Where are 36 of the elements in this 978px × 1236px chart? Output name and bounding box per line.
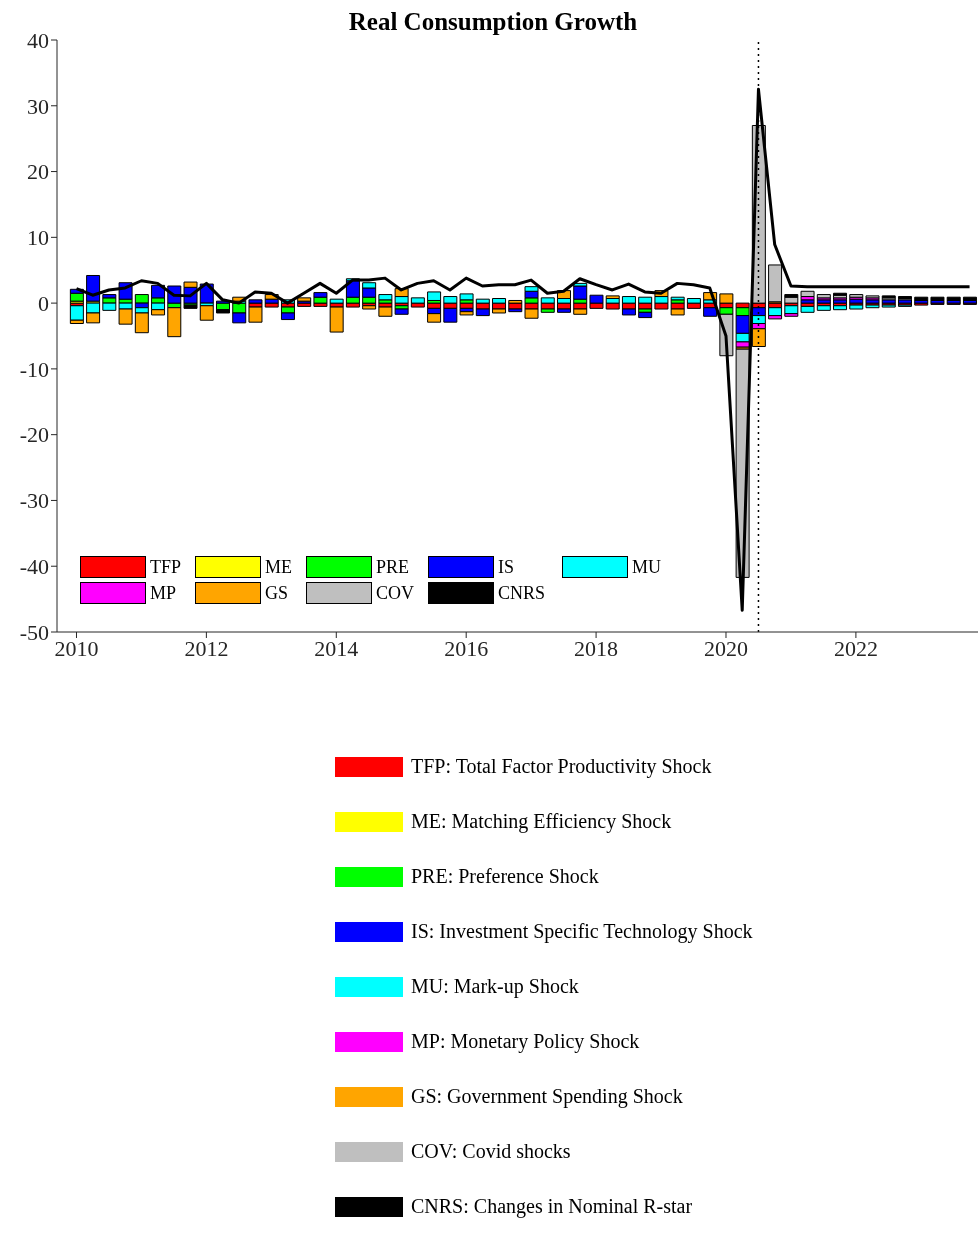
legend-label: ME: [265, 556, 292, 578]
x-tick-label: 2014: [314, 635, 359, 661]
text: PRE: Preference Shock: [411, 865, 599, 888]
legend-label: TFP: [150, 556, 182, 578]
y-tick-label: 10: [27, 225, 49, 251]
text: GS: Government Spending Shock: [411, 1085, 683, 1108]
x-tick-label: 2010: [54, 635, 99, 661]
x-tick-label: 2016: [444, 635, 489, 661]
legend-label: GS: [265, 582, 289, 604]
legend-label: MU: [632, 556, 662, 578]
x-tick-label: 2020: [703, 635, 748, 661]
text: IS: Investment Specific Technology Shock: [411, 920, 753, 943]
legend-label: COV: [376, 582, 415, 604]
y-tick-label: 30: [27, 93, 49, 119]
legend-label: PRE: [376, 556, 410, 578]
x-tick-label: 2012: [184, 635, 229, 661]
y-tick-label: 20: [27, 159, 49, 185]
y-tick-label: 40: [27, 27, 49, 53]
legend-label: MP: [150, 582, 177, 604]
y-tick-label: -20: [19, 422, 49, 448]
legend-label: IS: [498, 556, 515, 578]
text: MU: Mark-up Shock: [411, 975, 579, 998]
text: TFP: Total Factor Productivity Shock: [411, 755, 712, 778]
text: CNRS: Changes in Nominal R-star: [411, 1195, 693, 1218]
y-tick-label: -40: [19, 554, 49, 580]
y-tick-label: -50: [19, 619, 49, 645]
chart-title: Real Consumption Growth: [348, 8, 638, 35]
y-tick-label: 0: [38, 290, 49, 316]
text: ME: Matching Efficiency Shock: [411, 810, 672, 833]
y-tick-label: -30: [19, 488, 49, 514]
x-tick-label: 2018: [574, 635, 619, 661]
x-tick-label: 2022: [833, 635, 878, 661]
text: MP: Monetary Policy Shock: [411, 1030, 640, 1053]
text: COV: Covid shocks: [411, 1140, 571, 1163]
legend-label: CNRS: [498, 582, 546, 604]
y-tick-label: -10: [19, 356, 49, 382]
